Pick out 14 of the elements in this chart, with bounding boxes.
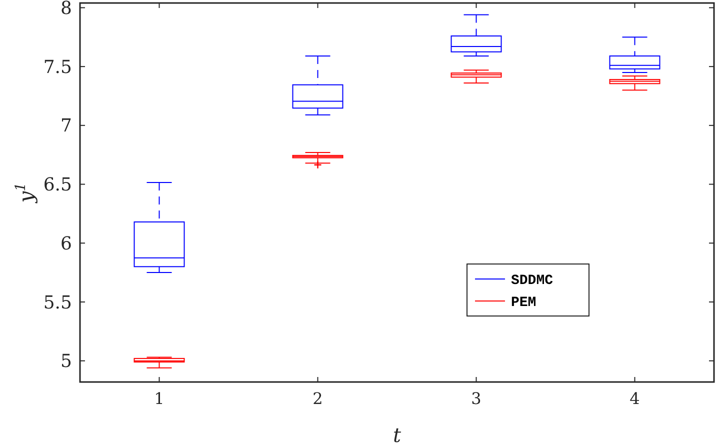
- x-tick-label: 4: [630, 389, 640, 408]
- y-tick-label: 6: [60, 233, 72, 254]
- y-tick-label: 7.5: [43, 56, 72, 78]
- y-tick-label: 5: [60, 351, 72, 372]
- legend-label: SDDMC: [511, 272, 554, 289]
- x-tick-label: 2: [312, 389, 323, 408]
- y-tick-label: 6.5: [43, 174, 72, 196]
- y-tick-label: 7: [60, 116, 72, 137]
- x-axis-title: t: [392, 423, 402, 447]
- y-tick-label: 5.5: [43, 292, 72, 314]
- legend-label: PEM: [511, 294, 536, 311]
- y-tick-label: 8: [60, 0, 72, 20]
- x-tick-label: 1: [154, 389, 164, 408]
- x-tick-label: 3: [471, 389, 482, 408]
